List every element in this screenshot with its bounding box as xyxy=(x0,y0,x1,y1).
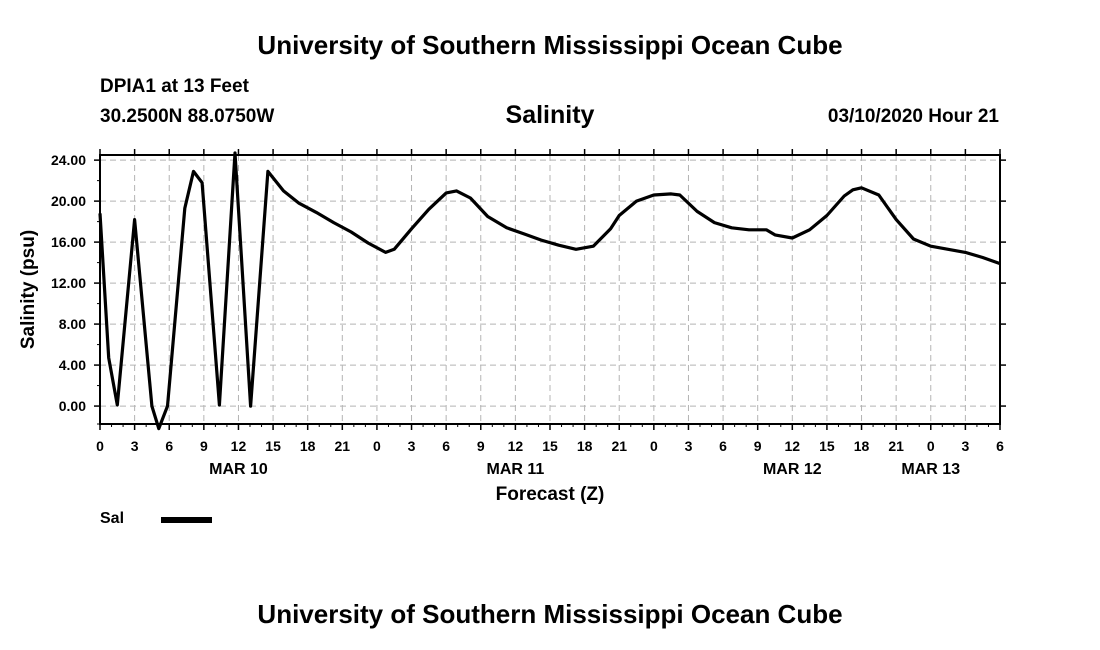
legend-label: Sal xyxy=(100,510,125,527)
page-title: University of Southern Mississippi Ocean… xyxy=(257,30,843,60)
x-tick-label: 3 xyxy=(685,438,693,454)
x-tick-label: 15 xyxy=(542,438,558,454)
x-tick-label: 9 xyxy=(477,438,485,454)
y-tick-label: 16.00 xyxy=(51,234,86,250)
chart-title: Salinity xyxy=(505,101,595,129)
forecast-datetime: 03/10/2020 Hour 21 xyxy=(827,106,999,127)
series-line-sal xyxy=(98,151,1001,431)
y-tick-label: 20.00 xyxy=(51,193,86,209)
x-tick-label: 9 xyxy=(754,438,762,454)
date-label: MAR 11 xyxy=(486,461,544,478)
x-tick-label: 21 xyxy=(888,438,904,454)
y-tick-label: 0.00 xyxy=(59,398,86,414)
x-tick-label: 3 xyxy=(961,438,969,454)
x-tick-label: 18 xyxy=(300,438,316,454)
x-tick-label: 0 xyxy=(650,438,658,454)
y-axis-label: Salinity (psu) xyxy=(18,230,39,349)
x-tick-label: 0 xyxy=(96,438,104,454)
x-tick-label: 15 xyxy=(265,438,281,454)
footer-title: University of Southern Mississippi Ocean… xyxy=(257,599,843,629)
x-tick-label: 3 xyxy=(408,438,416,454)
legend-line-swatch xyxy=(161,517,212,523)
x-tick-label: 0 xyxy=(373,438,381,454)
x-axis-label: Forecast (Z) xyxy=(496,484,605,505)
x-tick-label: 18 xyxy=(577,438,593,454)
x-tick-label: 12 xyxy=(508,438,524,454)
x-tick-label: 12 xyxy=(231,438,247,454)
x-tick-label: 6 xyxy=(442,438,450,454)
y-tick-label: 12.00 xyxy=(51,275,86,291)
x-tick-label: 9 xyxy=(200,438,208,454)
station-label: DPIA1 at 13 Feet xyxy=(100,76,249,97)
y-tick-label: 24.00 xyxy=(51,152,86,168)
date-label: MAR 10 xyxy=(209,461,268,478)
x-tick-label: 0 xyxy=(927,438,935,454)
x-tick-label: 6 xyxy=(165,438,173,454)
date-label: MAR 12 xyxy=(763,461,822,478)
x-tick-label: 21 xyxy=(335,438,351,454)
x-tick-label: 21 xyxy=(611,438,627,454)
date-label: MAR 13 xyxy=(901,461,960,478)
axis-tick-labels: 0.00 4.00 8.00 12.00 16.00 20.00 24.00 0 3 6 9 12 15… xyxy=(51,152,1004,478)
x-tick-label: 12 xyxy=(785,438,801,454)
x-tick-label: 6 xyxy=(996,438,1004,454)
coordinates-label: 30.2500N 88.0750W xyxy=(100,106,275,127)
x-tick-label: 3 xyxy=(131,438,139,454)
x-tick-label: 18 xyxy=(854,438,870,454)
grid-lines xyxy=(100,155,1000,424)
x-tick-label: 15 xyxy=(819,438,835,454)
x-tick-label: 6 xyxy=(719,438,727,454)
y-tick-label: 8.00 xyxy=(59,316,86,332)
y-tick-label: 4.00 xyxy=(59,357,86,373)
